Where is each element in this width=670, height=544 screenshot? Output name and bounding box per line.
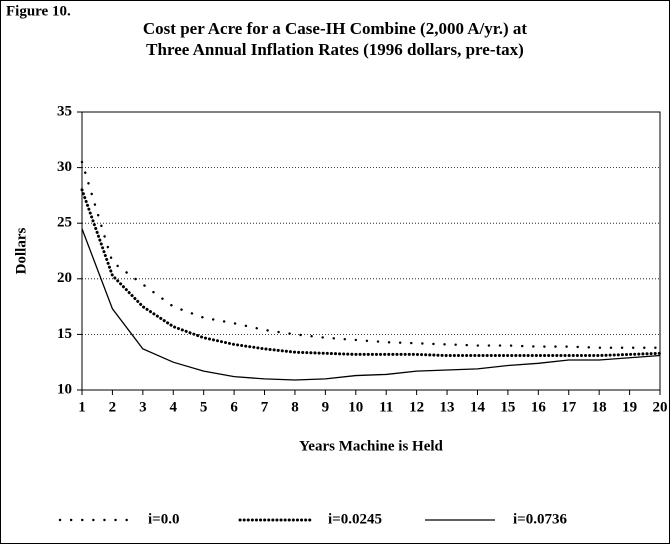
x-tick-label: 2 <box>109 399 117 415</box>
x-tick-label: 7 <box>261 399 269 415</box>
x-tick-label: 15 <box>500 399 515 415</box>
x-tick-label: 17 <box>561 399 577 415</box>
figure-label: Figure 10. <box>6 3 71 19</box>
x-tick-label: 13 <box>440 399 455 415</box>
plot-area <box>81 111 661 391</box>
x-tick-label: 3 <box>139 399 147 415</box>
x-tick-label: 10 <box>348 399 363 415</box>
x-tick-label: 16 <box>531 399 547 415</box>
legend-label: i=0.0 <box>148 511 179 527</box>
x-tick-label: 4 <box>170 399 178 415</box>
x-tick-label: 20 <box>653 399 668 415</box>
x-tick-label: 5 <box>200 399 208 415</box>
chart-title: Cost per Acre for a Case-IH Combine (2,0… <box>143 19 528 38</box>
series-line <box>80 160 662 349</box>
y-tick-label: 10 <box>57 381 72 397</box>
y-tick-label: 20 <box>57 270 72 286</box>
chart-title: Three Annual Inflation Rates (1996 dolla… <box>146 40 524 59</box>
x-tick-label: 19 <box>622 399 637 415</box>
y-tick-label: 35 <box>57 103 72 119</box>
x-tick-label: 18 <box>592 399 607 415</box>
x-tick-label: 1 <box>78 399 86 415</box>
x-axis-label: Years Machine is Held <box>299 438 443 454</box>
legend-label: i=0.0736 <box>513 511 567 527</box>
y-tick-label: 25 <box>57 215 72 231</box>
legend-label: i=0.0245 <box>328 511 382 527</box>
x-tick-label: 12 <box>409 399 424 415</box>
x-tick-label: 6 <box>230 399 238 415</box>
x-tick-label: 11 <box>379 399 393 415</box>
x-tick-label: 14 <box>470 399 486 415</box>
series-line <box>80 188 662 358</box>
x-tick-label: 8 <box>291 399 299 415</box>
y-tick-label: 30 <box>57 159 72 175</box>
series-line <box>81 228 661 381</box>
y-axis-label: Dollars <box>13 228 29 275</box>
y-tick-label: 15 <box>57 326 72 342</box>
x-tick-label: 9 <box>322 399 330 415</box>
